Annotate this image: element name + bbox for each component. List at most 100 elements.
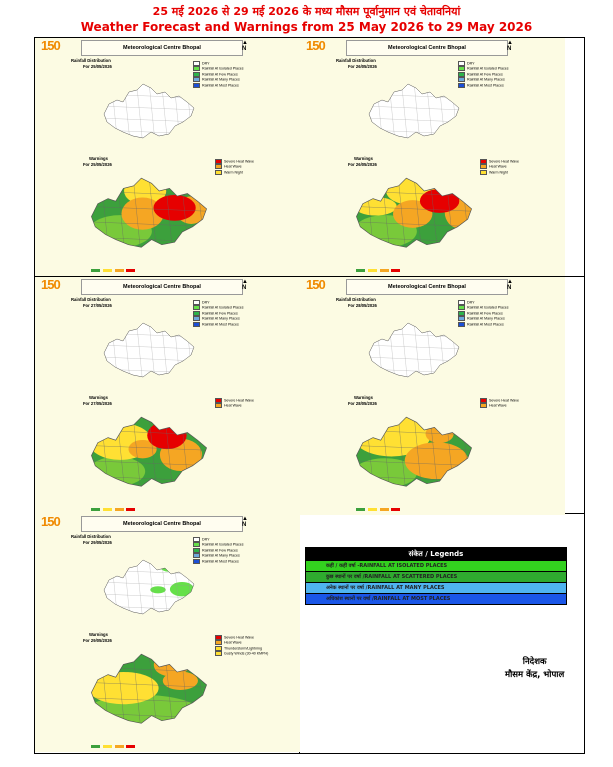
legend-label: Severe Heat Wave	[489, 159, 520, 164]
legend-label: Rainfall At Few Places	[202, 311, 238, 316]
panel-header: Meteorological Centre Bhopal	[81, 40, 243, 56]
warnings-color-key	[91, 268, 137, 272]
key-swatch	[114, 744, 124, 748]
rainfall-map	[95, 558, 203, 622]
warning-legend-item: Warm Night	[215, 169, 254, 175]
warnings-map	[350, 413, 478, 497]
director-title: निदेशक	[522, 657, 547, 667]
legend-label: Thunderstorm/Lightning	[224, 646, 262, 651]
key-swatch	[91, 507, 100, 511]
legend-swatch	[193, 316, 200, 322]
legend-swatch	[458, 321, 465, 327]
warnings-legend: Severe Heat Wave Heat Wave Warm Night	[215, 159, 254, 175]
warnings-date: For 28/05/2026	[348, 401, 377, 406]
warnings-title: Warnings	[89, 156, 108, 161]
legend-swatch	[193, 82, 200, 88]
key-swatch	[367, 268, 377, 272]
rain-legend-item: Rainfall At Many Places	[458, 77, 509, 83]
rain-legend: DRY Rainfall At Isolated Places Rainfall A…	[193, 300, 244, 327]
legend-swatch	[193, 61, 200, 66]
legend-label: Heat Wave	[224, 640, 242, 645]
rain-legend: DRY Rainfall At Isolated Places Rainfall A…	[458, 300, 509, 327]
forecast-panel-day3: 150 Meteorological Centre Bhopal ▲ N Rainfal…	[35, 277, 300, 515]
warning-legend-item: Heat Wave	[480, 403, 519, 409]
legend-label: Rainfall At Few Places	[202, 548, 238, 553]
rain-legend-item: DRY	[193, 300, 244, 305]
legend-swatch	[193, 71, 200, 77]
legend-label: Rainfall At Few Places	[467, 72, 503, 77]
warnings-title: Warnings	[354, 156, 373, 161]
panel-header: Meteorological Centre Bhopal	[81, 279, 243, 295]
legend-label: DRY	[467, 61, 475, 66]
warnings-legend: Severe Heat Wave Heat Wave	[480, 398, 519, 409]
warnings-date: For 29/05/2026	[83, 638, 112, 643]
legend-swatch	[480, 164, 487, 170]
legend-label: Rainfall At Isolated Places	[202, 305, 244, 310]
warnings-color-key	[91, 744, 137, 748]
warnings-map	[85, 650, 213, 734]
legend-label: Rainfall At Most Places	[202, 559, 239, 564]
legend-swatch	[193, 305, 200, 311]
legend-label: Rainfall At Most Places	[202, 322, 239, 327]
rain-title: Rainfall Distribution	[71, 58, 111, 63]
legend-label: Warm Night	[489, 170, 508, 175]
legend-label: Rainfall At Isolated Places	[202, 66, 244, 71]
key-swatch	[91, 744, 100, 748]
rain-legend-item: DRY	[458, 300, 509, 305]
rain-date: For 27/05/2026	[83, 303, 112, 308]
legend-row-most: अधिकांश स्थानों पर वर्षा /RAINFALL AT MO…	[306, 593, 566, 604]
legend-label: Rainfall At Isolated Places	[467, 66, 509, 71]
director-office: मौसम केंद्र, भोपाल	[505, 670, 565, 680]
warning-legend-item: Warm Night	[480, 169, 519, 175]
north-label: N	[242, 285, 247, 291]
key-swatch	[391, 268, 401, 272]
rain-legend-item: Rainfall At Most Places	[458, 321, 509, 327]
legend-swatch	[193, 547, 200, 553]
warning-legend-item: Severe Heat Wave	[215, 635, 268, 640]
key-swatch	[356, 268, 365, 272]
north-arrow-icon: ▲ N	[242, 279, 248, 291]
north-label: N	[507, 285, 512, 291]
legend-swatch	[458, 66, 465, 72]
legend-label: Heat Wave	[224, 164, 242, 169]
warning-legend-item: Thunderstorm/Lightning	[215, 645, 268, 651]
legend-swatch	[480, 398, 487, 403]
legend-label: Severe Heat Wave	[224, 635, 255, 640]
rain-date: For 29/05/2026	[83, 540, 112, 545]
imd-150-logo: 150	[306, 38, 326, 53]
title-english: Weather Forecast and Warnings from 25 Ma…	[80, 20, 533, 34]
legend-swatch	[458, 300, 465, 305]
rainfall-map	[95, 321, 203, 385]
legend-label: Rainfall At Few Places	[467, 311, 503, 316]
legend-row-scattered: कुछ स्थानों पर वर्षा /RAINFALL AT SCATTE…	[306, 571, 566, 582]
legend-swatch	[193, 310, 200, 316]
legend-swatch	[458, 310, 465, 316]
key-swatch	[126, 507, 136, 511]
legend-swatch	[480, 403, 487, 409]
rain-title: Rainfall Distribution	[336, 58, 376, 63]
legend-row-isolated: कहीं / कहीं वर्षा -RAINFALL AT ISOLATED …	[306, 560, 566, 571]
legend-label: Warm Night	[224, 170, 243, 175]
legend-label: Gusty Winds (30-40 KMPH)	[224, 651, 269, 656]
legend-label: Heat Wave	[489, 403, 507, 408]
legend-swatch	[480, 169, 487, 175]
legend-swatch	[458, 71, 465, 77]
warning-legend-item: Severe Heat Wave	[215, 398, 254, 403]
rain-legend-item: DRY	[458, 61, 509, 66]
key-swatch	[379, 268, 389, 272]
rain-legend-item: Rainfall At Most Places	[193, 321, 244, 327]
legend-label: Rainfall At Isolated Places	[202, 542, 244, 547]
rain-legend-item: Rainfall At Most Places	[193, 558, 244, 564]
legend-label: Heat Wave	[489, 164, 507, 169]
forecast-panel-day1: 150 Meteorological Centre Bhopal ▲ N Rainfal…	[35, 38, 300, 276]
legend-swatch	[215, 645, 222, 651]
north-arrow-icon: ▲ N	[507, 279, 513, 291]
rain-legend-item: Rainfall At Many Places	[193, 316, 244, 322]
warnings-legend: Severe Heat Wave Heat Wave Thunderstorm/Li…	[215, 635, 268, 657]
rain-title: Rainfall Distribution	[71, 297, 111, 302]
warning-legend-item: Heat Wave	[215, 164, 254, 170]
legend-swatch	[193, 77, 200, 83]
legend-label: Rainfall At Many Places	[202, 316, 240, 321]
legends-box: संकेत / Legends कहीं / कहीं वर्षा -RAINF…	[305, 547, 567, 605]
title-hindi: 25 मई 2026 से 29 मई 2026 के मध्य मौसम पू…	[152, 5, 461, 18]
